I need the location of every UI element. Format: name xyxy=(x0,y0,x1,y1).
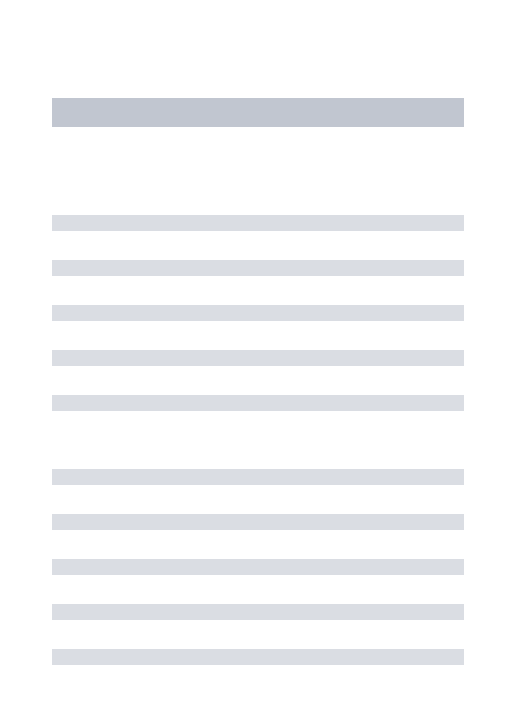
paragraph-section-2 xyxy=(52,469,464,665)
section-gap xyxy=(52,127,464,215)
text-line-placeholder xyxy=(52,215,464,231)
text-line-placeholder xyxy=(52,649,464,665)
text-line-placeholder xyxy=(52,350,464,366)
text-line-placeholder xyxy=(52,469,464,485)
paragraph-section-1 xyxy=(52,215,464,411)
text-line-placeholder xyxy=(52,395,464,411)
document-skeleton xyxy=(0,0,516,665)
text-line-placeholder xyxy=(52,514,464,530)
text-line-placeholder xyxy=(52,260,464,276)
text-line-placeholder xyxy=(52,604,464,620)
text-line-placeholder xyxy=(52,305,464,321)
section-gap xyxy=(52,411,464,469)
title-placeholder-bar xyxy=(52,98,464,127)
text-line-placeholder xyxy=(52,559,464,575)
